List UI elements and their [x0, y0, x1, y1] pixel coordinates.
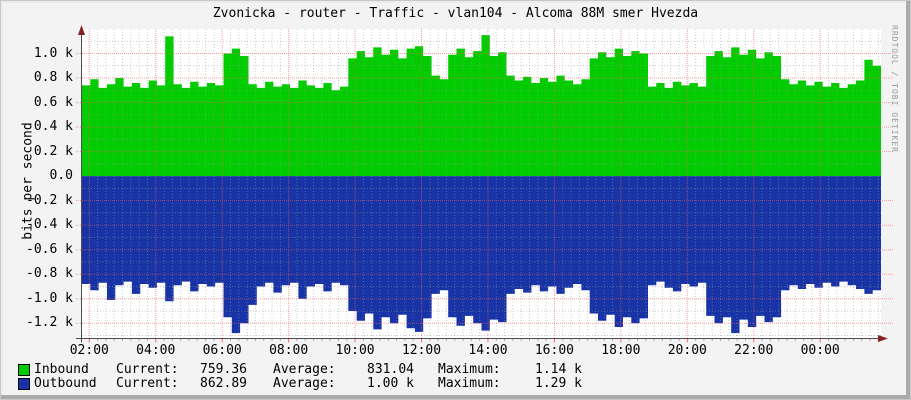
x-axis-tick-label: 22:00 [734, 343, 774, 358]
y-axis-tick-label: -0.8 k [26, 266, 73, 282]
y-axis-tick-label: -1.0 k [26, 290, 73, 306]
outbound-average-value: 1.00 k [367, 376, 414, 391]
y-axis-tick-label: 0.2 k [33, 143, 73, 159]
inbound-color-swatch [18, 364, 30, 376]
maximum-label: Maximum: [438, 362, 501, 377]
inbound-average-value: 831.04 [367, 362, 414, 377]
y-axis-tick-label: -0.2 k [26, 192, 73, 208]
x-axis-tick-label: 06:00 [202, 343, 242, 358]
outbound-series-name: Outbound [34, 376, 97, 391]
x-axis-tick-label: 08:00 [269, 343, 309, 358]
x-axis-tick-label: 02:00 [69, 343, 109, 358]
x-axis-tick-label: 16:00 [534, 343, 574, 358]
y-axis-tick-label: -0.4 k [26, 217, 73, 233]
current-label: Current: [116, 376, 179, 391]
x-axis-tick-label: 12:00 [401, 343, 442, 358]
outbound-current-value: 862.89 [200, 376, 247, 391]
y-axis-tick-label: 0.4 k [33, 119, 73, 135]
inbound-current-value: 759.36 [200, 362, 247, 377]
x-axis-tick-label: 10:00 [335, 343, 375, 358]
y-axis-label: bits per second [20, 122, 36, 240]
x-axis-tick-label: 00:00 [800, 343, 840, 358]
outbound-color-swatch [18, 378, 30, 390]
inbound-series-name: Inbound [34, 362, 89, 377]
x-axis-tick-label: 20:00 [667, 343, 707, 358]
legend-row-inbound: Inbound Current: 759.36 Average: 831.04 … [1, 362, 910, 377]
y-axis-tick-label: 1.0 k [33, 45, 73, 61]
rrdtool-watermark: RRDTOOL / TOBI OETIKER [890, 25, 899, 153]
current-label: Current: [116, 362, 179, 377]
y-axis-tick-label: 0.6 k [33, 94, 73, 110]
legend-row-outbound: Outbound Current: 862.89 Average: 1.00 k… [1, 376, 910, 391]
y-axis-tick-label: -1.2 k [26, 315, 73, 331]
average-label: Average: [273, 376, 336, 391]
y-axis-tick-label: -0.6 k [26, 241, 73, 257]
inbound-maximum-value: 1.14 k [535, 362, 582, 377]
y-axis-tick-label: 0.0 [49, 168, 73, 184]
maximum-label: Maximum: [438, 376, 501, 391]
x-axis-tick-label: 14:00 [468, 343, 508, 358]
graph-title: Zvonicka - router - Traffic - vlan104 - … [212, 6, 699, 21]
x-axis-tick-label: 18:00 [601, 343, 641, 358]
average-label: Average: [273, 362, 336, 377]
x-axis-tick-label: 04:00 [136, 343, 176, 358]
outbound-maximum-value: 1.29 k [535, 376, 582, 391]
y-axis-tick-label: 0.8 k [33, 70, 73, 86]
